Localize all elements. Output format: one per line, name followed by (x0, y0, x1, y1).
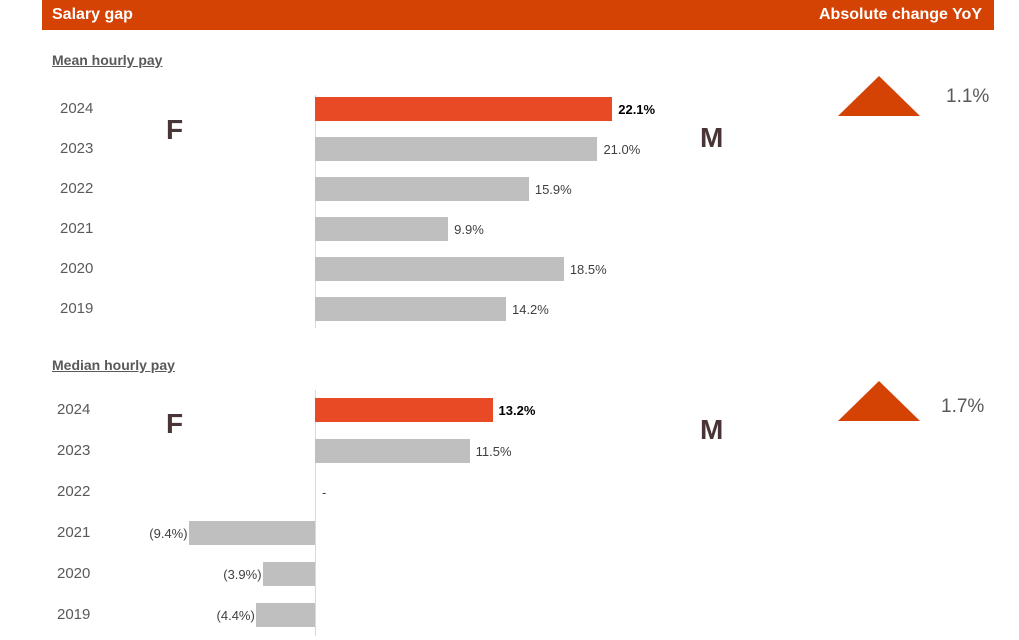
bar (315, 217, 449, 241)
bar (315, 439, 470, 463)
year-label: 2023 (57, 442, 91, 459)
bar (315, 97, 613, 121)
change-value: 1.7% (941, 396, 985, 417)
year-label: 2022 (60, 180, 94, 197)
bar (255, 603, 315, 627)
header-title: Salary gap (52, 6, 133, 23)
bar (315, 177, 529, 201)
year-label: 2022 (57, 483, 91, 500)
triangle-up-icon (838, 76, 920, 116)
right-label-m: M (700, 122, 724, 153)
data-label: - (322, 485, 327, 500)
triangle-up-icon (838, 381, 920, 421)
chart-title: Mean hourly pay (52, 52, 163, 68)
data-label: 14.2% (511, 302, 549, 317)
year-label: 2021 (57, 524, 91, 541)
year-label: 2020 (57, 565, 91, 582)
bar (188, 521, 315, 545)
data-label: (9.4%) (149, 526, 188, 541)
zero-axis (315, 390, 316, 636)
data-label: (3.9%) (223, 567, 262, 582)
year-label: 2019 (60, 300, 94, 317)
change-value: 1.1% (946, 86, 990, 107)
data-label: 13.2% (498, 403, 536, 418)
chart-title: Median hourly pay (52, 357, 175, 373)
header-right-title: Absolute change YoY (819, 6, 982, 23)
data-label: 9.9% (454, 222, 484, 237)
year-label: 2024 (57, 401, 91, 418)
bar (315, 398, 493, 422)
bar (315, 137, 598, 161)
data-label: 18.5% (569, 262, 607, 277)
data-label: 15.9% (534, 182, 572, 197)
data-label: 11.5% (475, 444, 512, 459)
left-label-f: F (166, 408, 184, 439)
year-label: 2023 (60, 140, 94, 157)
right-label-m: M (700, 414, 724, 445)
year-label: 2024 (60, 100, 94, 117)
bar (315, 257, 564, 281)
year-label: 2019 (57, 606, 91, 623)
data-label: 22.1% (618, 102, 656, 117)
year-label: 2020 (60, 260, 94, 277)
bar (315, 297, 506, 321)
data-label: (4.4%) (216, 608, 255, 623)
bar (262, 562, 315, 586)
data-label: 21.0% (603, 142, 641, 157)
year-label: 2021 (60, 220, 94, 237)
left-label-f: F (166, 114, 184, 145)
header-bar: Salary gap Absolute change YoY (42, 0, 994, 30)
zero-axis (315, 95, 316, 328)
